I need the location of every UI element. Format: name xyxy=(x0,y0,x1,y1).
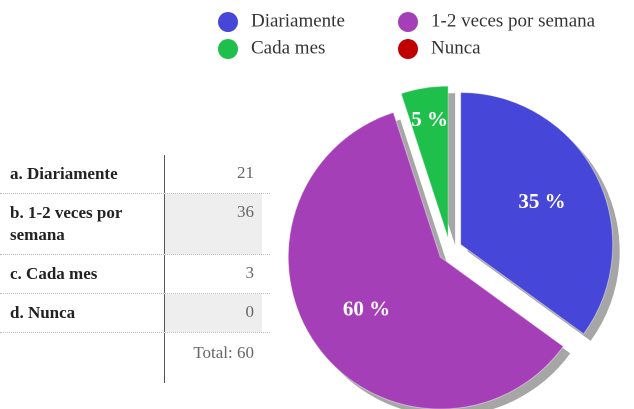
total-label: Total: 60 xyxy=(164,333,262,383)
row-count: 21 xyxy=(164,155,262,193)
spacer xyxy=(0,333,164,383)
row-count: 3 xyxy=(164,255,262,293)
total-row: Total: 60 xyxy=(0,333,270,383)
legend-swatch xyxy=(218,12,238,32)
row-label: b. 1-2 veces por semana xyxy=(10,203,123,244)
row-count: 0 xyxy=(164,294,262,332)
legend-label: Nunca xyxy=(431,37,481,58)
slice-label: 5 % xyxy=(411,107,448,131)
slice-label: 35 % xyxy=(518,189,565,213)
pie-slice xyxy=(287,111,564,409)
row-count: 36 xyxy=(164,194,262,254)
slice-label: 60 % xyxy=(343,296,390,320)
legend-swatch xyxy=(398,39,418,59)
table-row: c. Cada mes 3 xyxy=(0,255,270,294)
results-table: a. Diariamente 21 b. 1-2 veces por semana 3… xyxy=(0,155,270,383)
table-row: d. Nunca 0 xyxy=(0,294,270,333)
legend-swatch xyxy=(398,12,418,32)
legend-label: 1-2 veces por semana xyxy=(431,10,596,31)
table-row: b. 1-2 veces por semana 36 xyxy=(0,194,270,255)
pie-slice xyxy=(460,92,614,335)
row-label: a. Diariamente xyxy=(10,164,118,183)
row-label: c. Cada mes xyxy=(10,264,98,283)
table-row: a. Diariamente 21 xyxy=(0,155,270,194)
legend-label: Diariamente xyxy=(251,10,345,31)
legend-label: Cada mes xyxy=(251,37,325,58)
legend-swatch xyxy=(218,39,238,59)
row-label: d. Nunca xyxy=(10,303,76,322)
pie-slice xyxy=(400,85,449,239)
